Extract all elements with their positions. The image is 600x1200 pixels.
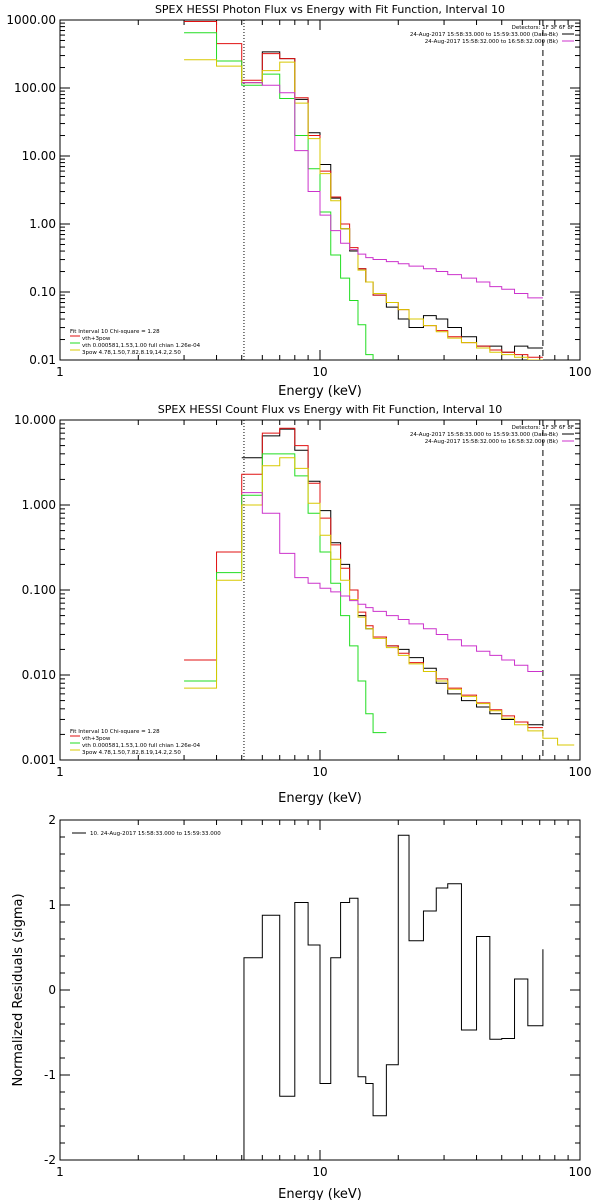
photon-x-tick-label: 1: [56, 365, 64, 379]
residuals-x-tick-label: 100: [569, 1165, 592, 1179]
photon-fit-vth-label: vth 0.000581,1.53,1.00 full chian 1.26e-…: [82, 343, 201, 349]
photon-x-tick-label: 10: [312, 365, 327, 379]
residuals-ylabel: Normalized Residuals (sigma): [11, 893, 26, 1086]
count-series-thermal-component-line: [184, 453, 387, 734]
count-series-background-line: [241, 492, 543, 672]
residuals-x-ticks: 1 10 100: [56, 820, 591, 1179]
photon-info-bk-interval: 24-Aug-2017 15:58:32.000 to 16:58:32.000…: [425, 39, 558, 45]
photon-fit-total-label: vth+3pow: [82, 336, 111, 342]
count-fit-total-label: vth+3pow: [82, 736, 111, 742]
count-x-tick-label: 100: [569, 765, 592, 779]
residuals-legend-label: 10. 24-Aug-2017 15:58:33.000 to 15:59:33…: [90, 831, 221, 837]
photon-y-tick-label: 10.00: [22, 149, 56, 163]
count-fit-summary: Fit Interval 10 Chi-square = 1.28: [70, 729, 160, 735]
count-flux-panel: SPEX HESSI Count Flux vs Energy with Fit…: [14, 403, 591, 806]
residuals-series-group: [243, 834, 544, 1160]
count-info-detectors: Detectors: 1F 3F 6F 8F: [512, 425, 574, 431]
residuals-y-tick-label: -1: [44, 1068, 56, 1082]
residuals-x-tick-label: 10: [312, 1165, 327, 1179]
count-y-tick-label: 10.000: [14, 413, 56, 427]
count-series-powerlaw-component-line: [184, 457, 575, 746]
count-y-tick-label: 0.001: [22, 753, 56, 767]
photon-x-tick-label: 100: [569, 365, 592, 379]
count-series-group: [184, 427, 575, 746]
photon-series-background-line: [241, 82, 543, 299]
count-info-data-interval: 24-Aug-2017 15:58:33.000 to 15:59:33.000…: [410, 432, 558, 438]
photon-y-tick-label: 0.10: [29, 285, 56, 299]
photon-y-tick-label: 100.00: [14, 81, 56, 95]
photon-series-group: [184, 21, 543, 360]
photon-y-tick-label: 1000.00: [6, 13, 56, 27]
count-y-tick-label: 1.000: [22, 498, 56, 512]
photon-y-tick-label: 0.01: [29, 353, 56, 367]
photon-series-powerlaw-component-line: [184, 59, 543, 360]
count-y-tick-label: 0.100: [22, 583, 56, 597]
residuals-series-data-line: [243, 834, 544, 1160]
photon-flux-title: SPEX HESSI Photon Flux vs Energy with Fi…: [155, 3, 505, 16]
count-info-bk-interval: 24-Aug-2017 15:58:32.000 to 16:58:32.000…: [425, 439, 558, 445]
residuals-y-tick-label: 1: [48, 898, 56, 912]
photon-flux-panel: SPEX HESSI Photon Flux vs Energy with Fi…: [6, 3, 591, 399]
count-x-ticks: 1 10 100: [56, 420, 591, 779]
count-fit-3pow-label: 3pow 4.78,1.50,7.82,8.19,14.2,2.50: [82, 750, 181, 756]
photon-fit-3pow-label: 3pow 4.78,1.50,7.82,8.19,14.2,2.50: [82, 350, 181, 356]
photon-info-detectors: Detectors: 1F 3F 6F 8F: [512, 25, 574, 31]
photon-fit-summary: Fit Interval 10 Chi-square = 1.28: [70, 329, 160, 335]
residuals-x-tick-label: 1: [56, 1165, 64, 1179]
residuals-y-tick-label: 2: [48, 813, 56, 827]
count-fit-vth-label: vth 0.000581,1.53,1.00 full chian 1.26e-…: [82, 743, 201, 749]
residuals-y-tick-label: 0: [48, 983, 56, 997]
count-y-tick-label: 0.010: [22, 668, 56, 682]
count-x-tick-label: 1: [56, 765, 64, 779]
count-y-ticks: 10.000 1.000 0.100 0.010 0.001: [14, 413, 580, 767]
count-x-tick-label: 10: [312, 765, 327, 779]
count-flux-title: SPEX HESSI Count Flux vs Energy with Fit…: [158, 403, 502, 416]
residuals-y-ticks: 2 1 0 -1 -2: [44, 813, 580, 1167]
photon-x-ticks: 1 10 100: [56, 20, 591, 379]
photon-flux-xlabel: Energy (keV): [278, 384, 362, 399]
photon-info-data-interval: 24-Aug-2017 15:58:33.000 to 15:59:33.000…: [410, 32, 558, 38]
photon-y-tick-label: 1.00: [29, 217, 56, 231]
residuals-xlabel: Energy (keV): [278, 1187, 362, 1200]
residuals-y-tick-label: -2: [44, 1153, 56, 1167]
count-flux-xlabel: Energy (keV): [278, 791, 362, 806]
residuals-panel: Energy (keV) Normalized Residuals (sigma…: [11, 813, 591, 1200]
photon-y-ticks: 1000.00 100.00 10.00 1.00 0.10 0.01: [6, 13, 580, 367]
